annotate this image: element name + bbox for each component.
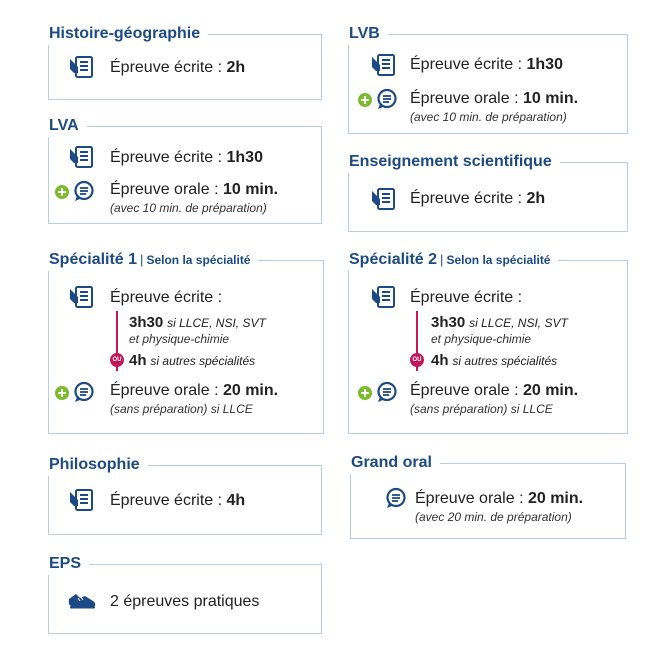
oral-note: (sans préparation) si LLCE bbox=[410, 402, 553, 416]
card-histoire-geographie: Histoire-géographie Épreuve écrite : 2h bbox=[43, 23, 322, 100]
plus-circle-icon bbox=[55, 386, 69, 400]
document-icon bbox=[69, 488, 95, 512]
document-icon bbox=[371, 285, 397, 309]
document-icon bbox=[69, 55, 95, 79]
card-specialite-2: Spécialité 2 | Selon la spécialité Épreuve… bbox=[343, 249, 628, 434]
written-exam-line: Épreuve écrite : bbox=[410, 289, 523, 306]
written-exam-line: Épreuve écrite : 2h bbox=[110, 59, 246, 76]
oral-note: (avec 10 min. de préparation) bbox=[410, 110, 567, 124]
title-main: Spécialité 2 bbox=[349, 251, 438, 268]
card-specialite-1: Spécialité 1 | Selon la spécialité Épreuve… bbox=[43, 249, 324, 434]
oral-exam-line: Épreuve orale : 20 min. bbox=[415, 490, 584, 507]
oral-note: (avec 10 min. de préparation) bbox=[110, 201, 267, 215]
title-sub: Selon la spécialité bbox=[446, 253, 551, 267]
oral-exam-line: Épreuve orale : 10 min. bbox=[110, 181, 279, 198]
document-icon bbox=[69, 285, 95, 309]
written-exam-line: Épreuve écrite : 4h bbox=[110, 492, 246, 509]
speech-bubble-icon bbox=[376, 381, 398, 403]
card-philosophie: Philosophie Épreuve écrite : 4h bbox=[43, 454, 322, 535]
speech-bubble-icon bbox=[385, 487, 407, 509]
document-icon bbox=[371, 187, 397, 211]
card-title: Spécialité 2 | Selon la spécialité bbox=[343, 249, 559, 271]
practical-exams-line: 2 épreuves pratiques bbox=[110, 593, 260, 610]
ou-badge: OU bbox=[110, 353, 124, 367]
option-2: 4h si autres spécialités bbox=[129, 352, 256, 369]
oral-exam-line: Épreuve orale : 20 min. bbox=[110, 382, 279, 399]
oral-note: (avec 20 min. de préparation) bbox=[415, 510, 572, 524]
plus-circle-icon bbox=[358, 386, 372, 400]
speech-bubble-icon bbox=[376, 88, 398, 110]
written-exam-line: Épreuve écrite : 1h30 bbox=[110, 149, 263, 166]
card-title: Histoire-géographie bbox=[43, 23, 209, 45]
card-lva: LVA Épreuve écrite : 1h30 Épreuve orale … bbox=[43, 115, 322, 224]
card-grand-oral: Grand oral Épreuve orale : 20 min. (avec… bbox=[345, 452, 626, 539]
document-icon bbox=[371, 53, 397, 77]
oral-exam-line: Épreuve orale : 10 min. bbox=[410, 90, 579, 107]
option-2: 4h si autres spécialités bbox=[431, 352, 558, 369]
option-1-note: et physique-chimie bbox=[431, 332, 532, 346]
option-connector bbox=[116, 311, 118, 371]
sneaker-icon bbox=[67, 591, 97, 609]
card-lvb: LVB Épreuve écrite : 1h30 Épreuve orale … bbox=[343, 23, 628, 134]
card-title: LVB bbox=[343, 23, 388, 45]
card-enseignement-scientifique: Enseignement scientifique Épreuve écrite… bbox=[343, 151, 628, 232]
oral-exam-line: Épreuve orale : 20 min. bbox=[410, 382, 579, 399]
oral-note: (sans préparation) si LLCE bbox=[110, 402, 253, 416]
ou-badge: OU bbox=[410, 353, 424, 367]
card-title: Grand oral bbox=[345, 452, 440, 474]
title-sub: Selon la spécialité bbox=[146, 253, 251, 267]
option-1-note: et physique-chimie bbox=[129, 332, 230, 346]
option-1: 3h30 si LLCE, NSI, SVT bbox=[431, 314, 568, 331]
card-title: Enseignement scientifique bbox=[343, 151, 560, 173]
speech-bubble-icon bbox=[73, 381, 95, 403]
written-exam-line: Épreuve écrite : bbox=[110, 289, 223, 306]
title-main: Spécialité 1 bbox=[49, 251, 138, 268]
card-title: EPS bbox=[43, 553, 90, 575]
speech-bubble-icon bbox=[73, 180, 95, 202]
document-icon bbox=[69, 145, 95, 169]
written-exam-line: Épreuve écrite : 2h bbox=[410, 190, 546, 207]
plus-circle-icon bbox=[358, 93, 372, 107]
option-connector bbox=[416, 311, 418, 371]
card-title: LVA bbox=[43, 115, 87, 137]
option-1: 3h30 si LLCE, NSI, SVT bbox=[129, 314, 266, 331]
card-title: Spécialité 1 | Selon la spécialité bbox=[43, 249, 259, 271]
card-eps: EPS 2 épreuves pratiques bbox=[43, 553, 322, 634]
plus-circle-icon bbox=[55, 185, 69, 199]
card-title: Philosophie bbox=[43, 454, 148, 476]
written-exam-line: Épreuve écrite : 1h30 bbox=[410, 56, 563, 73]
